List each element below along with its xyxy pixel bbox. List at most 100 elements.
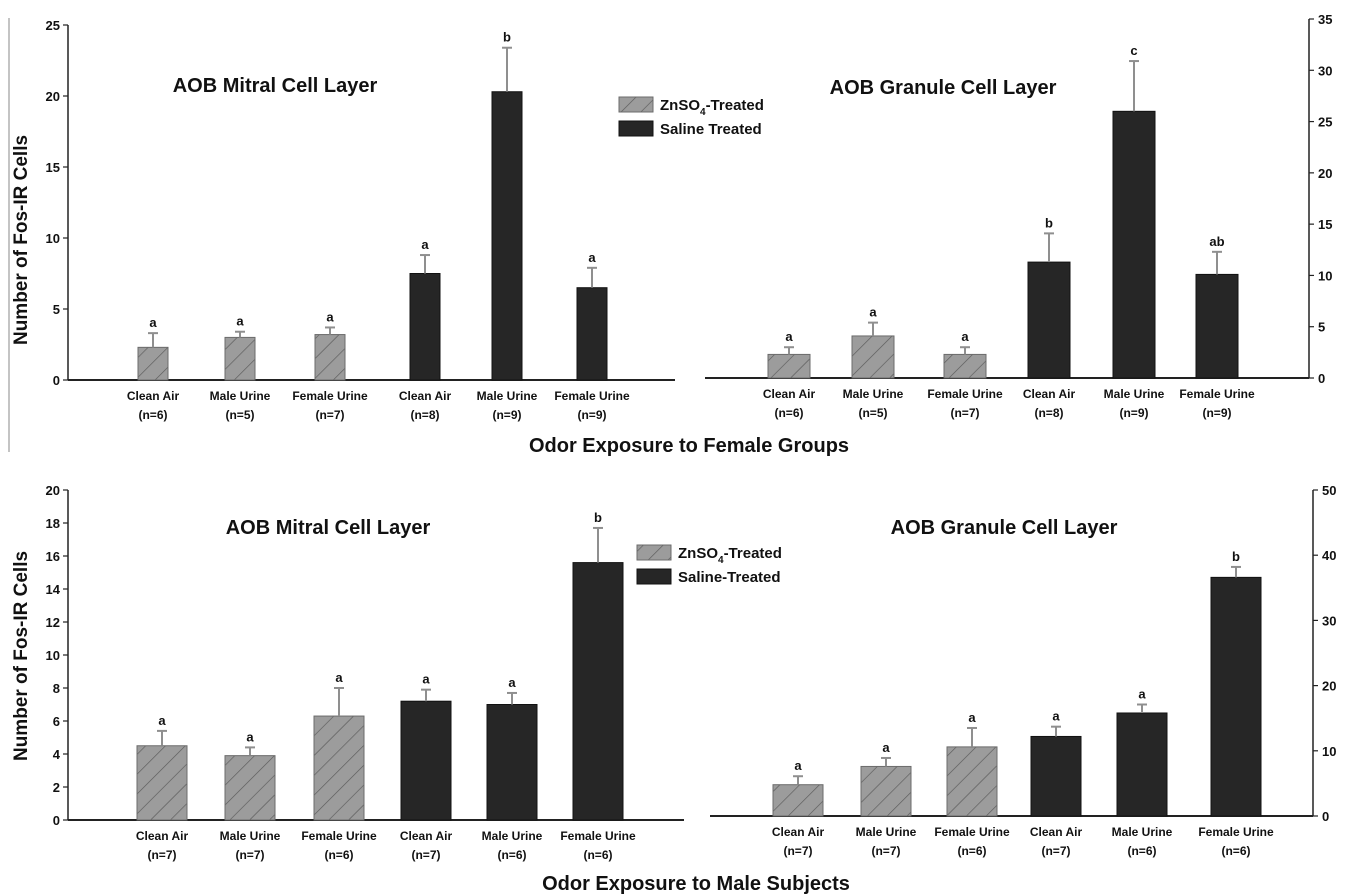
chart-title: AOB Mitral Cell Layer <box>226 517 431 539</box>
y-tick-label: 20 <box>1322 679 1336 694</box>
legend-label-saline: Saline Treated <box>660 121 762 138</box>
x-n-label: (n=7) <box>411 848 440 862</box>
x-n-label: (n=6) <box>1127 844 1156 858</box>
legend-swatch-zinc <box>618 96 654 113</box>
x-n-label: (n=9) <box>1202 406 1231 420</box>
legend-label-saline: Saline-Treated <box>678 569 781 586</box>
significance-label: c <box>1130 43 1137 58</box>
top-x-axis-title: Odor Exposure to Female Groups <box>529 435 849 457</box>
y-tick-label: 15 <box>46 160 60 175</box>
legend-swatch-saline <box>636 568 672 585</box>
significance-label: b <box>1232 549 1240 564</box>
y-tick-label: 10 <box>1322 744 1336 759</box>
x-category-label: Clean Air <box>399 389 452 403</box>
y-tick-label: 4 <box>53 747 61 762</box>
bar-zinc <box>136 745 188 821</box>
x-category-label: Male Urine <box>1104 387 1165 401</box>
significance-label: ab <box>1209 234 1224 249</box>
x-category-label: Male Urine <box>482 829 543 843</box>
x-category-label: Male Urine <box>843 387 904 401</box>
significance-label: a <box>422 672 430 687</box>
bar-saline <box>1030 735 1082 817</box>
panel-group: AOB Mitral Cell Layer 0 5 10 15 20 25 Number of… <box>11 12 1336 862</box>
x-category-label: Male Urine <box>210 389 271 403</box>
y-tick-label: 0 <box>53 813 60 828</box>
bar-zinc <box>946 746 998 817</box>
y-tick-label: 12 <box>46 615 60 630</box>
y-tick-label: 40 <box>1322 548 1336 563</box>
chart-panel-3: AOB Mitral Cell Layer 0 2 4 6 8 10 12 14 16 18 20 Nu… <box>11 483 782 862</box>
y-tick-label: 25 <box>46 18 60 33</box>
significance-label: a <box>869 305 877 320</box>
y-tick-label: 35 <box>1318 12 1332 27</box>
x-category-label: Male Urine <box>856 825 917 839</box>
x-n-label: (n=6) <box>138 408 167 422</box>
x-n-label: (n=8) <box>1034 406 1063 420</box>
bar-zinc <box>772 784 824 817</box>
chart-panel-4: AOB Granule Cell Layer 0 10 20 30 40 50 a Clean … <box>710 483 1336 858</box>
y-tick-label: 30 <box>1322 613 1336 628</box>
legend-text: -Treated <box>706 97 764 114</box>
y-tick-label: 0 <box>1318 371 1325 386</box>
bar-saline <box>400 700 452 821</box>
y-tick-label: 6 <box>53 714 60 729</box>
y-tick-label: 0 <box>53 373 60 388</box>
y-tick-label: 20 <box>46 89 60 104</box>
y-tick-label: 15 <box>1318 217 1332 232</box>
x-n-label: (n=5) <box>225 408 254 422</box>
y-tick-label: 8 <box>53 681 60 696</box>
y-tick-label: 5 <box>53 302 60 317</box>
legend: ZnSO4-Treated Saline-Treated <box>636 544 782 586</box>
bar-zinc <box>851 335 895 379</box>
legend-label-zinc: ZnSO4-Treated <box>660 97 764 118</box>
bar-zinc <box>224 755 276 821</box>
y-tick-label: 18 <box>46 516 60 531</box>
legend-label-zinc: ZnSO4-Treated <box>678 545 782 566</box>
x-category-label: Female Urine <box>934 825 1010 839</box>
significance-label: a <box>508 675 516 690</box>
y-tick-label: 50 <box>1322 483 1336 498</box>
x-n-label: (n=6) <box>774 406 803 420</box>
x-category-label: Female Urine <box>301 829 377 843</box>
legend: ZnSO4-Treated Saline Treated <box>618 96 764 138</box>
bar-zinc <box>314 334 346 381</box>
legend-subscript: 4 <box>700 107 706 118</box>
x-n-label: (n=7) <box>950 406 979 420</box>
bar-saline <box>1195 273 1239 379</box>
legend-text: ZnSO <box>660 97 700 114</box>
significance-label: a <box>158 713 166 728</box>
x-n-label: (n=6) <box>324 848 353 862</box>
bar-saline <box>576 287 608 381</box>
x-category-label: Female Urine <box>554 389 630 403</box>
significance-label: a <box>968 710 976 725</box>
x-category-label: Clean Air <box>400 829 453 843</box>
significance-label: b <box>503 30 511 45</box>
bar-saline <box>409 273 441 381</box>
significance-label: a <box>882 740 890 755</box>
bar-saline <box>1116 712 1168 817</box>
y-tick-label: 20 <box>1318 166 1332 181</box>
x-n-label: (n=6) <box>957 844 986 858</box>
significance-label: a <box>149 315 157 330</box>
x-category-label: Clean Air <box>127 389 180 403</box>
y-axis-title: Number of Fos-IR Cells <box>11 135 32 345</box>
x-n-label: (n=6) <box>583 848 612 862</box>
y-tick-label: 10 <box>46 648 60 663</box>
x-category-label: Female Urine <box>1179 387 1255 401</box>
x-n-label: (n=7) <box>783 844 812 858</box>
bar-saline <box>572 562 624 821</box>
y-tick-label: 0 <box>1322 809 1329 824</box>
significance-label: a <box>961 329 969 344</box>
legend-text: -Treated <box>724 545 782 562</box>
x-n-label: (n=6) <box>1221 844 1250 858</box>
bar-zinc <box>943 353 987 379</box>
significance-label: a <box>236 314 244 329</box>
x-n-label: (n=7) <box>147 848 176 862</box>
significance-label: b <box>594 510 602 525</box>
chart-title: AOB Granule Cell Layer <box>830 77 1057 99</box>
significance-label: a <box>785 329 793 344</box>
x-n-label: (n=7) <box>1041 844 1070 858</box>
y-tick-label: 10 <box>1318 268 1332 283</box>
chart-title: AOB Mitral Cell Layer <box>173 75 378 97</box>
